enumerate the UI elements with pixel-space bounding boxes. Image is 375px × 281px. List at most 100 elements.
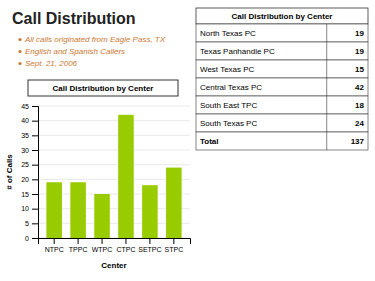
grid-line (38, 106, 190, 107)
tick-label: WTPC (92, 246, 113, 253)
tick: 45 (21, 103, 38, 110)
y-axis: 0 5 10 15 20 25 30 35 40 45 (21, 103, 38, 242)
tick: 35 (21, 132, 38, 139)
tick-mark (102, 238, 103, 244)
bullet-text: Sept. 21, 2006 (25, 59, 78, 68)
table-row-label: North Texas PC (200, 29, 256, 38)
table-row-label: Central Texas PC (200, 83, 262, 92)
table-row-label: South East TPC (200, 101, 257, 110)
grid-line (38, 150, 190, 151)
table-divider (326, 60, 327, 78)
tick-mark (32, 223, 38, 224)
tick-mark (32, 238, 38, 239)
table-divider (326, 132, 327, 150)
bar (70, 182, 86, 238)
table-row-label: Total (200, 137, 219, 146)
tick-mark (78, 238, 79, 244)
table-row-value: 19 (355, 47, 364, 56)
bullet-marker (18, 38, 21, 41)
table-row-label: South Texas PC (200, 119, 257, 128)
tick: 25 (21, 161, 38, 168)
grid (38, 106, 190, 238)
tick: NTPC (45, 238, 64, 253)
axis-line (39, 239, 191, 245)
tick-mark (32, 165, 38, 166)
tick-label: 35 (21, 132, 29, 139)
table-cell (196, 42, 368, 60)
tick-label: 40 (21, 117, 29, 124)
table-divider (326, 78, 327, 96)
table: Call Distribution by Center North Texas P… (196, 8, 368, 150)
x-axis: NTPC TPPC WTPCCTPCSETPC STPC (39, 238, 191, 253)
table-cell (196, 78, 368, 96)
table-row-value: 137 (351, 137, 365, 146)
tick-label: 25 (21, 161, 29, 168)
tick: 30 (21, 147, 38, 154)
tick-mark (32, 179, 38, 180)
grid-line (38, 120, 190, 121)
table-divider (326, 42, 327, 60)
tick-label: STPC (165, 246, 184, 253)
tick-mark (32, 121, 38, 122)
tick-mark (32, 209, 38, 210)
bar (142, 185, 158, 238)
table-cell (196, 96, 368, 114)
table-divider (326, 114, 327, 132)
table-cell (196, 132, 368, 150)
tick-mark (173, 238, 174, 244)
bullet-text: All calls originated from Eagle Pass, TX (24, 35, 166, 44)
tick-label: 20 (21, 176, 29, 183)
tick-label: 15 (21, 191, 29, 198)
slide-title: Call Distribution (12, 10, 136, 27)
table-cell (196, 24, 368, 42)
tick-label: CTPC (116, 246, 135, 253)
tick: 0 (25, 235, 38, 242)
table-header-cell (196, 8, 368, 24)
tick-label: 5 (25, 220, 29, 227)
tick-mark (32, 194, 38, 195)
tick-label: SETPC (138, 246, 161, 253)
table-row-value: 24 (355, 119, 364, 128)
bullet-marker (18, 50, 21, 53)
tick: 40 (21, 117, 38, 124)
bars (46, 115, 181, 238)
table-row-value: 42 (355, 83, 364, 92)
tick: 20 (21, 176, 38, 183)
tick-label: TPPC (69, 246, 88, 253)
tick-label: 10 (21, 205, 29, 212)
chart-title: Call Distribution by Center (53, 84, 154, 93)
grid-line (38, 164, 190, 165)
tick-mark (32, 106, 38, 107)
tick-mark (54, 238, 55, 244)
tick: WTPC (92, 238, 113, 253)
bar (166, 168, 182, 238)
x-axis-title: Center (101, 261, 126, 270)
axis-line (32, 107, 39, 239)
bar (46, 182, 62, 238)
tick-mark (32, 135, 38, 136)
table-row-value: 19 (355, 29, 364, 38)
bullet-marker (18, 62, 21, 65)
chart-title-box (28, 80, 178, 96)
tick: 15 (21, 191, 38, 198)
table-row-label: Texas Panhandle PC (200, 47, 275, 56)
tick: STPC (165, 238, 184, 253)
tick: 10 (21, 205, 38, 212)
tick-label: 30 (21, 147, 29, 154)
tick-mark (32, 150, 38, 151)
table-cell (196, 60, 368, 78)
table-row-value: 18 (355, 101, 364, 110)
grid-line (38, 135, 190, 136)
tick: 5 (25, 220, 38, 227)
tick-label: 0 (25, 235, 29, 242)
table-divider (326, 24, 327, 42)
table-title: Call Distribution by Center (232, 12, 333, 21)
tick-label: NTPC (45, 246, 64, 253)
slide: Call Distribution All calls originated fr… (0, 0, 375, 281)
bar (94, 194, 110, 238)
bullet-text: English and Spanish Callers (25, 47, 125, 56)
tick-mark (149, 238, 150, 244)
bar (118, 115, 134, 238)
table-cell (196, 114, 368, 132)
bullets: All calls originated from Eagle Pass, TX… (18, 35, 165, 68)
